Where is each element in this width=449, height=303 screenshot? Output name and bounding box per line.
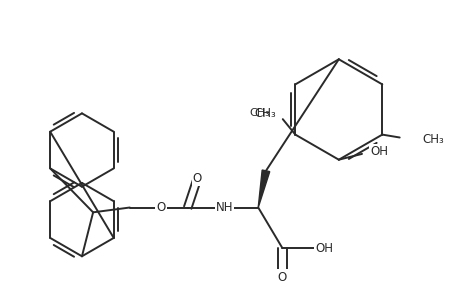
Text: OH: OH [315,241,333,255]
Text: O: O [278,271,287,284]
Text: O: O [156,201,165,214]
Text: CH₃: CH₃ [423,133,445,146]
Text: NH: NH [216,201,233,214]
Text: OH: OH [370,145,388,158]
Text: CH₃: CH₃ [250,108,270,118]
Text: O: O [193,172,202,185]
Polygon shape [258,170,270,208]
Text: CH₃: CH₃ [254,107,276,120]
